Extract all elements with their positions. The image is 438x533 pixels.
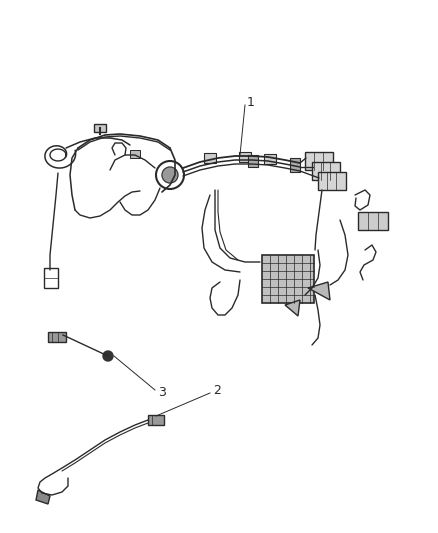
Bar <box>358 212 388 230</box>
Bar <box>148 415 164 425</box>
Bar <box>290 158 300 172</box>
Bar <box>44 268 58 288</box>
Bar <box>248 155 258 167</box>
Bar <box>239 152 251 162</box>
Circle shape <box>103 351 113 361</box>
Polygon shape <box>285 300 300 316</box>
Polygon shape <box>308 282 330 300</box>
Bar <box>305 152 333 170</box>
Bar <box>94 124 106 132</box>
Text: 3: 3 <box>158 386 166 400</box>
Text: 2: 2 <box>213 384 221 398</box>
Bar <box>130 150 140 158</box>
Bar <box>312 162 340 180</box>
Bar <box>48 332 66 342</box>
Bar <box>318 172 346 190</box>
Circle shape <box>162 167 178 183</box>
Bar <box>264 154 276 164</box>
Text: 1: 1 <box>247 96 255 109</box>
Polygon shape <box>36 490 50 504</box>
Bar <box>204 153 216 163</box>
Bar <box>262 255 314 303</box>
